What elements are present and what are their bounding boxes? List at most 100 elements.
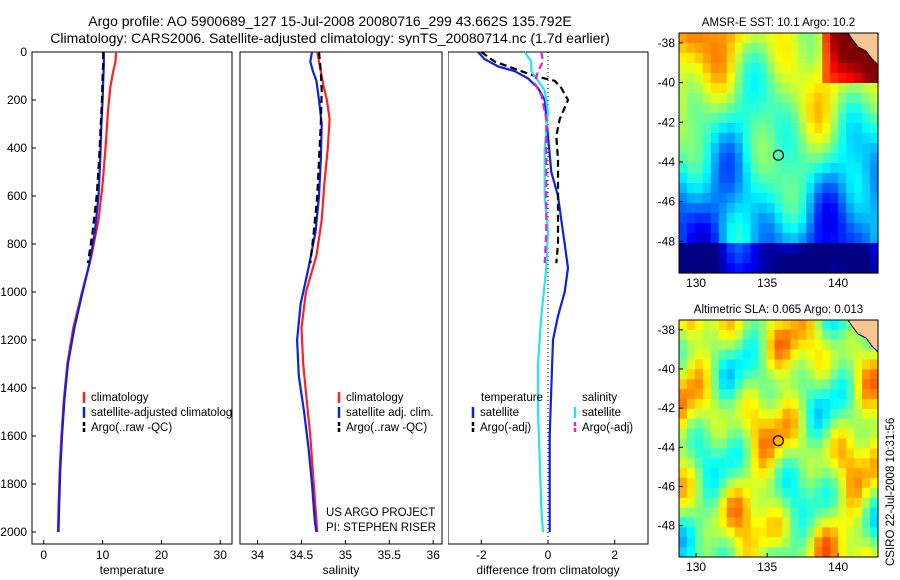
heatmap-cell xyxy=(726,193,736,204)
heatmap-cell xyxy=(702,487,712,499)
heatmap-cell xyxy=(742,203,752,214)
float-position-marker xyxy=(772,435,784,447)
heatmap-cell xyxy=(782,113,792,124)
heatmap-cell xyxy=(686,507,696,519)
heatmap-cell xyxy=(806,547,815,558)
heatmap-cell xyxy=(710,408,720,420)
heatmap-cell xyxy=(822,163,831,174)
heatmap-cell xyxy=(846,243,855,254)
heatmap-cell xyxy=(806,123,815,134)
heatmap-cell xyxy=(750,497,760,509)
x-tick-label: 135 xyxy=(757,560,777,574)
heatmap-cell xyxy=(838,103,847,114)
heatmap-cell xyxy=(766,487,776,499)
heatmap-cell xyxy=(694,507,704,519)
heatmap-cell xyxy=(838,478,847,489)
heatmap-cell xyxy=(734,143,744,154)
heatmap-cell xyxy=(758,63,768,74)
heatmap-cell xyxy=(782,547,792,558)
heatmap-cell xyxy=(742,448,752,459)
heatmap-cell xyxy=(814,487,823,499)
heatmap-cell xyxy=(694,43,704,54)
heatmap-cell xyxy=(734,418,744,430)
heatmap-cell xyxy=(686,408,696,420)
heatmap-cell xyxy=(686,73,696,84)
x-tick-label: 20 xyxy=(155,548,169,562)
y-tick-label: -44 xyxy=(658,155,676,169)
heatmap-cell xyxy=(702,53,712,64)
heatmap-cell xyxy=(726,123,736,134)
heatmap-cell xyxy=(766,418,776,430)
heatmap-cell xyxy=(838,320,847,331)
heatmap-cell xyxy=(679,143,688,154)
heatmap-cell xyxy=(862,389,871,400)
heatmap-cell xyxy=(774,93,784,104)
heatmap-cell xyxy=(782,349,792,361)
heatmap-cell xyxy=(766,428,776,440)
heatmap-cell xyxy=(854,369,863,380)
heatmap-cell xyxy=(726,163,736,174)
heatmap-cell xyxy=(679,527,688,538)
heatmap-cell xyxy=(742,527,752,538)
heatmap-cell xyxy=(862,438,871,449)
heatmap-cell xyxy=(686,320,696,331)
heatmap-cell xyxy=(782,93,792,104)
heatmap-cell xyxy=(782,133,792,144)
heatmap-cell xyxy=(774,173,784,184)
heatmap-cell xyxy=(806,438,815,449)
heatmap-cell xyxy=(679,399,688,410)
heatmap-cell xyxy=(734,320,744,331)
heatmap-cell xyxy=(830,339,839,351)
heatmap-cell xyxy=(694,408,704,420)
heatmap-cell xyxy=(854,547,863,558)
heatmap-cell xyxy=(702,468,712,479)
heatmap-cell xyxy=(734,203,744,214)
heatmap-cell xyxy=(870,399,879,410)
x-tick-label: -2 xyxy=(476,548,487,562)
heatmap-cell xyxy=(806,379,815,390)
heatmap-cell xyxy=(718,243,728,254)
heatmap-cell xyxy=(806,233,815,244)
heatmap-cell xyxy=(774,408,784,420)
heatmap-cell xyxy=(846,133,855,144)
heatmap-cell xyxy=(790,163,799,174)
heatmap-cell xyxy=(782,43,792,54)
heatmap-cell xyxy=(702,359,712,370)
heatmap-cell xyxy=(846,83,855,94)
heatmap-cell xyxy=(718,320,728,331)
heatmap-cell xyxy=(782,243,792,254)
heatmap-cell xyxy=(742,537,752,548)
heatmap-cell xyxy=(750,243,760,254)
heatmap-cell xyxy=(679,369,688,380)
heatmap-cell xyxy=(806,448,815,459)
heatmap-cell xyxy=(790,497,799,509)
heatmap-cell xyxy=(679,468,688,479)
heatmap-cell xyxy=(846,63,855,74)
heatmap-cell xyxy=(798,448,807,459)
heatmap-cell xyxy=(734,253,744,264)
heatmap-cell xyxy=(742,320,752,331)
heatmap-cell xyxy=(870,448,879,459)
heatmap-cell xyxy=(774,263,784,274)
heatmap-cell xyxy=(822,243,831,254)
heatmap-cell xyxy=(726,63,736,74)
heatmap-cell xyxy=(790,369,799,380)
heatmap-cell xyxy=(742,223,752,234)
heatmap-cell xyxy=(774,243,784,254)
heatmap-cell xyxy=(726,399,736,410)
heatmap-cell xyxy=(694,428,704,440)
heatmap-cell xyxy=(814,428,823,440)
heatmap-cell xyxy=(806,143,815,154)
heatmap-cell xyxy=(846,438,855,449)
heatmap-cell xyxy=(782,478,792,489)
heatmap-cell xyxy=(830,223,839,234)
heatmap-cell xyxy=(846,547,855,558)
y-tick-label: 1000 xyxy=(0,285,27,299)
heatmap-cell xyxy=(870,507,879,519)
heatmap-cell xyxy=(846,458,855,469)
heatmap-cell xyxy=(758,468,768,479)
heatmap-cell xyxy=(718,83,728,94)
heatmap-cell xyxy=(862,379,871,390)
heatmap-cell xyxy=(710,547,720,558)
heatmap-cell xyxy=(846,33,855,44)
